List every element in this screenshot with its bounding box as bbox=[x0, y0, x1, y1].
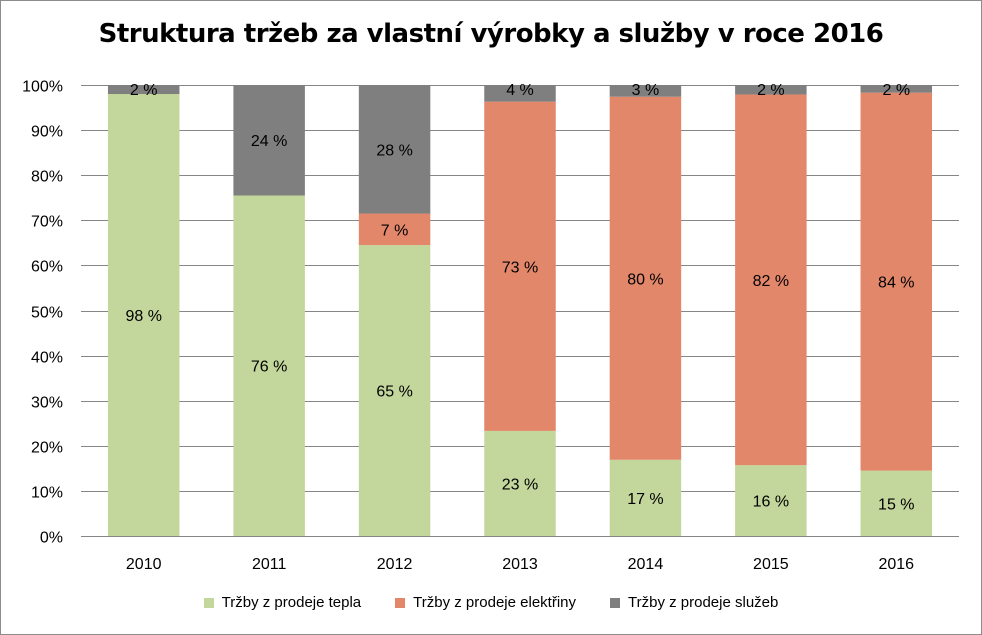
y-tick-label: 80% bbox=[31, 169, 63, 186]
data-label: 24 % bbox=[251, 133, 287, 150]
legend-label: Tržby z prodeje služeb bbox=[628, 594, 779, 611]
y-tick-label: 50% bbox=[31, 305, 63, 322]
bar-segment bbox=[609, 96, 682, 460]
data-label: 17 % bbox=[627, 491, 663, 508]
x-tick-label: 2014 bbox=[628, 556, 664, 573]
y-tick-label: 40% bbox=[31, 350, 63, 367]
data-label: 80 % bbox=[627, 271, 663, 288]
bar-segment bbox=[860, 92, 933, 471]
data-label: 82 % bbox=[753, 273, 789, 290]
bar-segment bbox=[107, 85, 180, 95]
y-tick-label: 20% bbox=[31, 440, 63, 457]
legend-item: Tržby z prodeje tepla bbox=[203, 594, 362, 611]
bar-segment bbox=[358, 85, 431, 214]
chart-legend: Tržby z prodeje tepla Tržby z prodeje ele… bbox=[1, 594, 981, 611]
data-label: 84 % bbox=[878, 275, 914, 292]
bar-segment bbox=[358, 213, 431, 246]
legend-label: Tržby z prodeje elektřiny bbox=[413, 594, 576, 611]
bar-segment bbox=[484, 430, 556, 536]
chart-title: Struktura tržeb za vlastní výrobky a slu… bbox=[98, 19, 884, 49]
x-tick-label: 2010 bbox=[126, 556, 162, 573]
data-label: 2 % bbox=[757, 82, 785, 99]
y-tick-label: 10% bbox=[31, 485, 63, 502]
legend-swatch bbox=[610, 597, 620, 608]
bar-segment bbox=[107, 94, 180, 537]
data-label: 76 % bbox=[251, 359, 287, 376]
bar-segment bbox=[484, 101, 556, 431]
bar-segment bbox=[860, 470, 933, 536]
x-tick-label: 2016 bbox=[878, 556, 914, 573]
bar-segment bbox=[358, 245, 431, 537]
bar-segment bbox=[860, 85, 933, 93]
y-tick-label: 90% bbox=[31, 124, 63, 141]
data-label: 65 % bbox=[376, 384, 412, 401]
legend-swatch bbox=[395, 597, 406, 608]
data-label: 16 % bbox=[753, 494, 789, 511]
bar-segment bbox=[735, 85, 807, 95]
y-tick-label: 30% bbox=[31, 395, 63, 412]
bar-segment bbox=[233, 85, 305, 196]
data-label: 4 % bbox=[506, 82, 534, 99]
data-label: 15 % bbox=[878, 496, 914, 513]
bar-segment bbox=[609, 459, 682, 536]
data-label: 98 % bbox=[125, 308, 161, 325]
legend-item: Tržby z prodeje služeb bbox=[610, 594, 778, 611]
y-tick-label: 60% bbox=[31, 259, 63, 276]
y-tick-label: 100% bbox=[22, 79, 63, 96]
x-tick-label: 2013 bbox=[502, 556, 538, 573]
bar-segment bbox=[609, 85, 682, 97]
x-tick-label: 2012 bbox=[377, 556, 413, 573]
x-tick-label: 2011 bbox=[252, 556, 287, 573]
legend-item: Tržby z prodeje elektřiny bbox=[395, 594, 576, 611]
bar-segment bbox=[735, 465, 807, 536]
data-label: 73 % bbox=[502, 259, 538, 276]
x-tick-label: 2015 bbox=[753, 556, 789, 573]
data-label: 3 % bbox=[632, 82, 660, 99]
y-tick-label: 70% bbox=[31, 214, 63, 231]
legend-swatch bbox=[203, 597, 214, 608]
data-label: 23 % bbox=[502, 476, 538, 493]
bar-segment bbox=[233, 195, 305, 536]
bar-segment bbox=[484, 85, 556, 102]
bar-segment bbox=[735, 94, 807, 466]
data-label: 7 % bbox=[381, 222, 409, 239]
data-label: 28 % bbox=[376, 142, 412, 159]
legend-label: Tržby z prodeje tepla bbox=[221, 594, 362, 611]
y-tick-label: 0% bbox=[40, 530, 63, 547]
data-label: 2 % bbox=[882, 82, 910, 99]
data-label: 2 % bbox=[130, 82, 158, 99]
